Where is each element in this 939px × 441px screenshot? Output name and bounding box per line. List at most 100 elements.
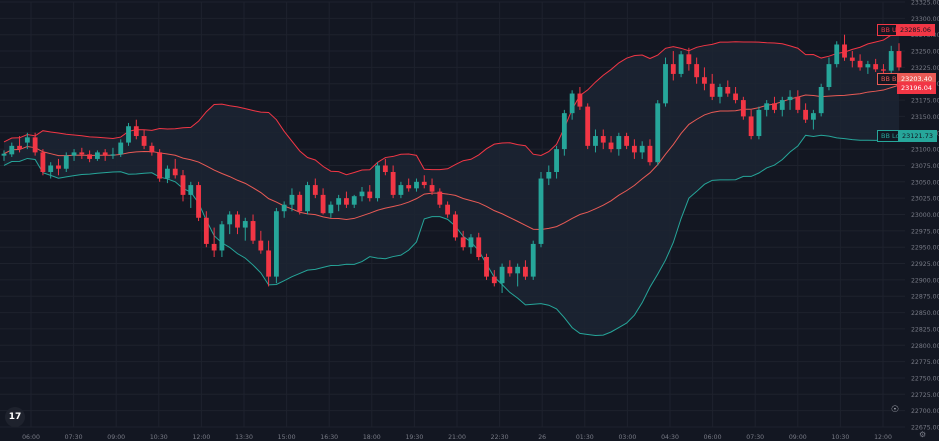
candle-body [476,237,482,257]
candle-body [686,54,692,65]
candle-body [203,217,209,244]
candle-body [585,106,591,146]
candle-body [281,204,287,212]
candle-body [24,137,30,143]
candle-body [881,69,886,71]
price-tick-label: 23250.00 [911,49,939,56]
time-tick-label: 26 [538,434,546,441]
candle-body [219,224,225,251]
candle-body [9,145,15,155]
time-tick-label: 06:00 [704,434,722,441]
price-tick-label: 22725.00 [911,392,939,399]
candle-body [826,64,832,87]
candle-body [593,136,598,146]
time-tick-label: 12:00 [874,434,892,441]
price-tick-label: 22975.00 [911,228,939,235]
time-tick-label: 01:30 [576,434,594,441]
candle-body [258,240,264,251]
candle-body [561,113,567,150]
candle-body [188,185,194,195]
candle-body [172,168,178,176]
candle-body [772,103,777,110]
candle-body [94,152,100,159]
candle-body [328,204,334,214]
candle-body [733,93,738,101]
candle-body [631,145,637,153]
candle-body [810,113,816,120]
candle-body [406,185,412,189]
candle-body [390,172,396,195]
candle-body [546,172,552,179]
candle-body [857,60,863,68]
candle-body [344,198,349,205]
gear-icon[interactable]: ⚙ [919,430,927,439]
candle-body [141,136,147,146]
candle-body [624,136,630,146]
candle-body [888,51,894,71]
time-tick-label: 10:30 [150,434,168,441]
price-tick-label: 23025.00 [911,196,939,203]
candle-body [40,152,46,172]
bb-band-fill [4,33,899,336]
candle-body [242,221,248,228]
candle-body [359,191,365,197]
price-tick-label: 23175.00 [911,98,939,105]
candle-body [538,178,544,244]
candle-body [320,194,326,214]
candle-body [756,109,762,137]
candle-body [312,185,318,195]
candle-body [437,191,443,205]
time-tick-label: 21:00 [448,434,466,441]
candle-body [670,64,676,74]
time-tick-label: 22:30 [491,434,509,441]
price-tick-label: 22875.00 [911,294,939,301]
candle-body [795,96,801,110]
candle-body [126,126,131,143]
tradingview-logo-icon[interactable]: 17 [5,407,25,427]
candle-body [818,87,824,114]
candle-body [725,87,731,94]
candle-body [779,100,785,110]
candle-body [577,93,583,107]
candle-body [367,191,373,199]
candle-body [678,54,684,74]
candle-body [849,57,855,61]
bb-lower-line [3,134,900,336]
lightbulb-icon[interactable]: ☉ [891,405,900,415]
price-tick-label: 22850.00 [911,310,939,317]
candle-body [71,152,77,156]
time-tick-label: 15:00 [278,434,296,441]
candle-body [133,126,139,137]
candle-body [740,100,746,117]
candle-body [429,185,435,192]
candle-body [305,185,310,212]
price-tick-label: 23075.00 [911,163,939,170]
candle-body [382,165,388,172]
price-tick-label: 23150.00 [911,114,939,121]
price-tick-label: 23100.00 [911,147,939,154]
time-tick-label: 07:30 [746,434,764,441]
bb-lower-value: 23121.73 [898,130,938,142]
candle-body [484,257,489,277]
candle-body [554,149,559,172]
candle-body [702,77,707,84]
candle-body [414,181,419,189]
price-tick-label: 22675.00 [911,425,939,432]
candle-body [118,142,124,155]
price-tick-label: 22900.00 [911,277,939,284]
candle-body [196,185,201,218]
price-tick-label: 22800.00 [911,343,939,350]
candle-body [149,145,155,153]
time-tick-label: 19:30 [405,434,423,441]
candle-body [896,51,902,68]
price-tick-label: 22750.00 [911,375,939,382]
time-tick-label: 09:00 [789,434,807,441]
candle-body [79,152,85,155]
candle-body [157,152,163,179]
candle-body [250,221,256,241]
time-tick-label: 12:00 [192,434,210,441]
candle-body [709,83,715,97]
candle-body [32,137,38,153]
candle-body [375,165,380,199]
